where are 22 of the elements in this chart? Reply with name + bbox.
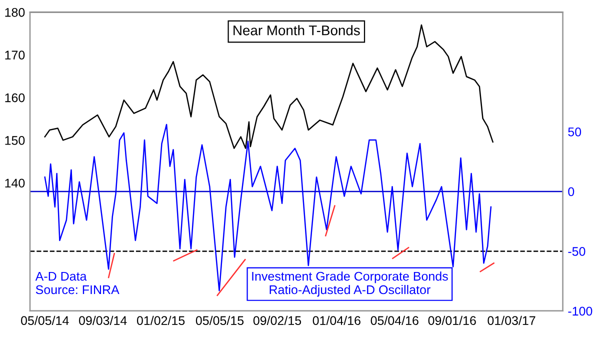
x-tick-label: 01/03/17 — [488, 316, 536, 326]
annotation: A-D Data Source: FINRA — [35, 272, 120, 294]
x-tick-label: 01/04/16 — [312, 316, 360, 326]
y2-tick-label: 0 — [568, 187, 574, 196]
line-series — [44, 24, 494, 149]
x-tick-label: 05/05/14 — [21, 316, 69, 326]
x-tick-label: 05/04/16 — [370, 316, 418, 326]
y-tick-label: 170 — [5, 50, 25, 60]
y2-tick-label: -100 — [568, 306, 592, 316]
x-tick-label: 05/05/15 — [196, 316, 244, 326]
series-label: Investment Grade Corporate Bonds Ratio-Adjusted A-D Oscillator — [252, 272, 448, 297]
y2-tick-label: 50 — [568, 127, 582, 136]
y2-tick-label: -50 — [568, 247, 586, 256]
y-tick-label: 180 — [5, 8, 25, 17]
x-tick-label: 09/02/15 — [253, 316, 302, 326]
x-tick-label: 01/02/15 — [136, 316, 185, 326]
x-tick-label: 09/01/16 — [428, 316, 476, 326]
y-tick-label: 140 — [5, 178, 25, 188]
x-tick-label: 09/03/14 — [78, 316, 127, 326]
y-tick-label: 150 — [5, 136, 25, 145]
text: Near Month T-Bonds — [234, 25, 360, 36]
y-tick-label: 160 — [5, 93, 25, 102]
